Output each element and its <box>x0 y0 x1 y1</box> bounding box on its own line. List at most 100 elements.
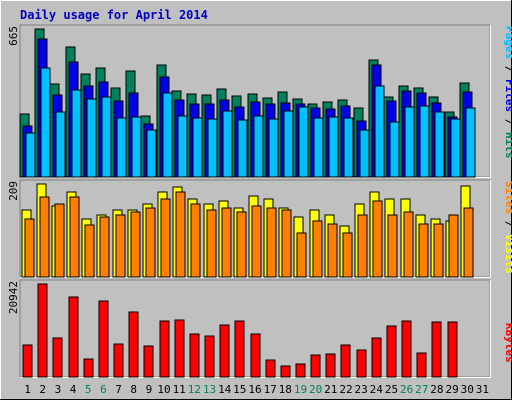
day-label-18: 18 <box>279 383 292 396</box>
day-label-7: 7 <box>115 383 122 396</box>
bar-sites-day-10 <box>160 198 171 278</box>
day-label-27: 27 <box>415 383 428 396</box>
bar-kbytes-day-14 <box>219 324 230 378</box>
legend-kbytes: KBytes <box>503 323 512 363</box>
day-label-11: 11 <box>173 383 186 396</box>
bar-pages-day-5 <box>86 98 97 178</box>
ylim-label-hits: 665 <box>7 26 20 46</box>
day-label-3: 3 <box>55 383 62 396</box>
bar-pages-day-7 <box>116 117 127 178</box>
bar-kbytes-day-25 <box>386 325 397 378</box>
legend-pages-files-hits: Pages / Files / Hits <box>503 26 512 159</box>
legend-sites-visits: Sites / Visits <box>503 181 512 274</box>
day-label-22: 22 <box>339 383 352 396</box>
bar-pages-day-17 <box>268 118 279 178</box>
bar-kbytes-day-5 <box>83 358 94 378</box>
bar-pages-day-27 <box>419 105 430 178</box>
bar-sites-day-13 <box>206 209 217 278</box>
bar-sites-day-8 <box>130 211 141 278</box>
ylim-label-kbytes: 20942 <box>7 281 20 314</box>
bar-kbytes-day-23 <box>356 349 367 378</box>
bars-visits-sites <box>21 183 474 278</box>
day-label-9: 9 <box>146 383 153 396</box>
bar-kbytes-day-24 <box>371 337 382 378</box>
bar-pages-day-29 <box>450 118 461 178</box>
day-label-20: 20 <box>309 383 322 396</box>
bar-sites-day-11 <box>175 191 186 278</box>
day-label-26: 26 <box>400 383 413 396</box>
bar-kbytes-day-18 <box>280 365 291 378</box>
bar-pages-day-9 <box>146 129 157 178</box>
bar-pages-day-13 <box>207 118 218 178</box>
bar-sites-day-12 <box>190 203 201 278</box>
bar-pages-day-8 <box>131 116 142 178</box>
bar-kbytes-day-6 <box>98 300 109 378</box>
legend-part-0: Pages <box>503 26 512 59</box>
bars-kbytes <box>22 283 458 378</box>
bar-kbytes-day-1 <box>22 344 33 378</box>
bar-pages-day-19 <box>298 106 309 178</box>
bar-sites-day-22 <box>342 232 353 278</box>
day-label-5: 5 <box>85 383 92 396</box>
day-label-8: 8 <box>130 383 137 396</box>
bar-sites-day-1 <box>24 218 35 278</box>
bar-kbytes-day-29 <box>447 321 458 378</box>
bar-sites-day-16 <box>251 205 262 278</box>
legend-part-0: Sites <box>503 181 512 214</box>
bar-kbytes-day-26 <box>401 320 412 378</box>
bar-pages-day-23 <box>359 129 370 178</box>
bar-kbytes-day-27 <box>416 352 427 378</box>
bar-kbytes-day-3 <box>52 337 63 378</box>
bar-kbytes-day-8 <box>128 311 139 378</box>
day-label-28: 28 <box>430 383 443 396</box>
bar-sites-day-28 <box>433 223 444 278</box>
bar-sites-day-23 <box>357 214 368 278</box>
ylim-label-visits: 209 <box>7 181 20 201</box>
bar-sites-day-19 <box>296 232 307 278</box>
legend-part-1: / <box>503 59 512 79</box>
bar-pages-day-12 <box>192 117 203 178</box>
bar-sites-day-14 <box>221 207 232 278</box>
bar-pages-day-21 <box>328 116 339 178</box>
bar-pages-day-18 <box>283 110 294 178</box>
bar-kbytes-day-20 <box>310 354 321 378</box>
bar-sites-day-2 <box>39 196 50 278</box>
legend-part-4: Hits <box>503 132 512 159</box>
bar-kbytes-day-12 <box>189 333 200 378</box>
bar-kbytes-day-9 <box>143 345 154 378</box>
bar-sites-day-24 <box>372 200 383 278</box>
day-label-2: 2 <box>39 383 46 396</box>
bar-pages-day-4 <box>71 89 82 178</box>
bar-sites-day-3 <box>54 203 65 278</box>
bar-kbytes-day-19 <box>295 363 306 378</box>
day-label-6: 6 <box>100 383 107 396</box>
bar-pages-day-20 <box>313 117 324 178</box>
bar-pages-day-2 <box>40 67 51 178</box>
panel-kbytes: 20942 KBytes <box>7 279 512 378</box>
bar-sites-day-26 <box>403 211 414 278</box>
bar-sites-day-30 <box>463 207 474 278</box>
bar-sites-day-9 <box>145 207 156 278</box>
bar-sites-day-18 <box>281 209 292 278</box>
x-axis-day-labels: 1 2 3 4 5 6 7 8 9 10 11 12 13 14 15 16 17 18 19 20 21 22 23 24 2… <box>24 383 489 396</box>
bar-pages-day-22 <box>343 117 354 178</box>
bar-sites-day-4 <box>69 196 80 278</box>
bar-pages-day-6 <box>101 96 112 178</box>
bar-sites-day-21 <box>327 223 338 278</box>
chart-title: Daily usage for April 2014 <box>20 8 208 22</box>
bar-kbytes-day-17 <box>265 359 276 378</box>
bar-pages-day-10 <box>162 92 173 178</box>
day-label-25: 25 <box>385 383 398 396</box>
bar-pages-day-30 <box>465 107 476 178</box>
day-label-17: 17 <box>264 383 277 396</box>
bar-sites-day-15 <box>236 211 247 278</box>
bar-kbytes-day-11 <box>174 319 185 378</box>
bar-kbytes-day-16 <box>250 333 261 378</box>
bar-sites-day-25 <box>387 214 398 278</box>
bar-pages-day-28 <box>434 111 445 178</box>
day-label-13: 13 <box>203 383 216 396</box>
bar-kbytes-day-2 <box>37 283 48 378</box>
legend-part-1: / <box>503 214 512 234</box>
bar-sites-day-27 <box>418 223 429 278</box>
